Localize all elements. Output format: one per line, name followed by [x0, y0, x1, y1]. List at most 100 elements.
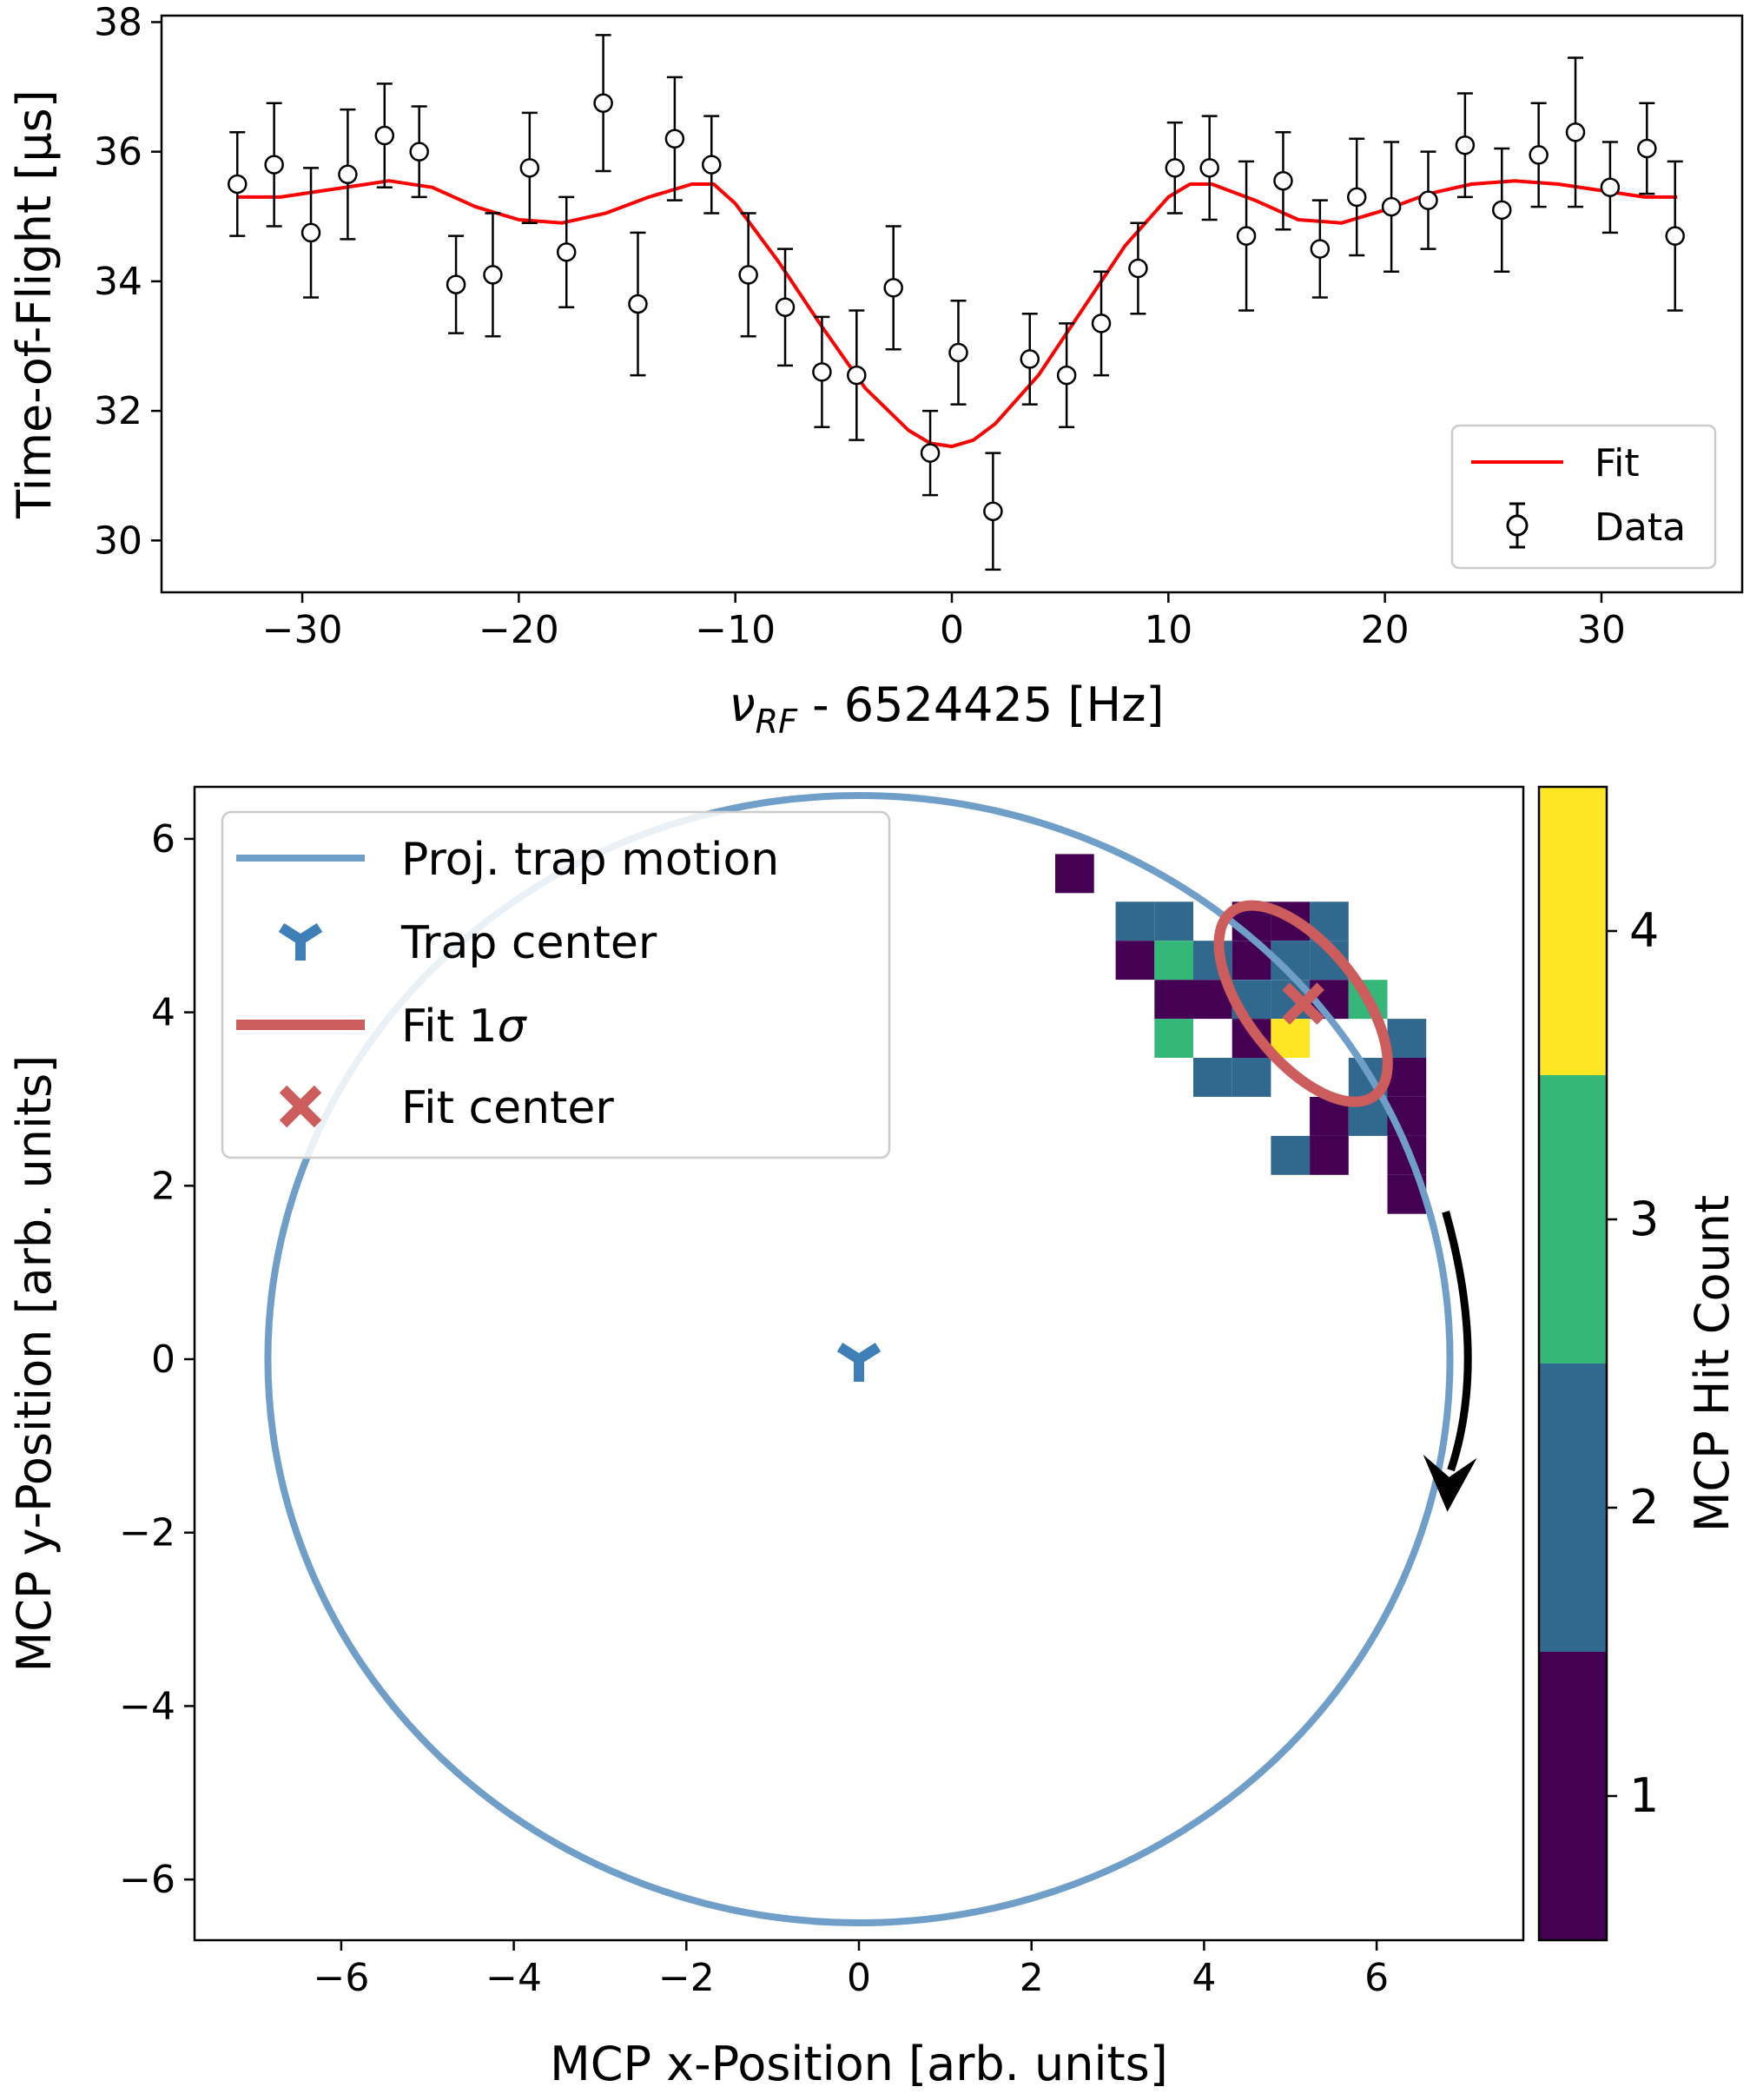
tof-legend: Fit Data — [1450, 424, 1717, 570]
mcp-trap-center-glyph — [836, 1342, 882, 1383]
tof-data-marker — [1020, 349, 1040, 369]
tof-data-marker — [338, 164, 358, 185]
mcp-y-axis-label: MCP y-Position [arb. units] — [7, 1055, 62, 1673]
tof-data-marker — [1273, 170, 1293, 191]
tof-x-tick-label: 0 — [940, 608, 964, 652]
mcp-x-tick-label: 4 — [1192, 1956, 1216, 2000]
tof-x-axis-label-subscript: RF — [756, 703, 798, 741]
mcp-heatmap-bin — [1232, 1058, 1271, 1097]
tof-data-marker — [374, 125, 395, 146]
tof-data-point — [1381, 141, 1402, 273]
mcp-fit-center-glyph — [1282, 982, 1324, 1025]
mcp-heatmap-bin — [1115, 901, 1155, 941]
tof-fit-line — [237, 179, 1678, 449]
tof-data-point — [593, 34, 613, 173]
tof-data-marker — [556, 242, 577, 262]
tof-resonance-chart: −30 −20 −10 0 10 20 30 30 32 34 36 38 Fit Data νRF … — [7, 0, 1744, 741]
colorbar-label: MCP Hit Count — [1685, 1195, 1740, 1532]
mcp-y-tick-label: 2 — [151, 1164, 175, 1208]
tof-data-point — [628, 231, 648, 377]
tof-data-marker — [228, 174, 248, 195]
mcp-rotation-arrow-head — [1423, 1454, 1477, 1512]
mcp-heatmap-bin — [1193, 1058, 1232, 1097]
mcp-fit-center-marker — [1282, 982, 1324, 1025]
mcp-y-tick-label: 6 — [151, 817, 175, 862]
tof-data-point — [983, 452, 1003, 571]
tof-data-marker — [948, 342, 968, 363]
tof-data-point — [1020, 312, 1040, 406]
tof-data-marker — [1381, 196, 1402, 217]
tof-data-point — [664, 76, 685, 201]
tof-data-marker — [519, 158, 540, 178]
tof-axes-frame — [160, 14, 1744, 594]
tof-data-marker — [1056, 365, 1077, 386]
tof-data-point — [812, 315, 832, 429]
mcp-legend-fit-center-swatch — [279, 1085, 322, 1128]
colorbar-segment — [1539, 1075, 1607, 1364]
mcp-heatmap-bin — [1154, 980, 1193, 1020]
tof-data-point — [228, 131, 248, 237]
tof-legend-fit-label: Fit — [1595, 441, 1640, 485]
tof-data-point — [1665, 160, 1685, 312]
tof-data-marker — [983, 501, 1003, 521]
mcp-heatmap-bin — [1154, 1019, 1193, 1058]
mcp-legend-trap-center-swatch — [278, 922, 323, 961]
tof-data-point — [409, 105, 429, 199]
tof-data-marker — [264, 155, 284, 175]
mcp-legend-fit-center-label: Fit center — [401, 1082, 614, 1134]
tof-data-point — [1236, 160, 1257, 312]
mcp-heatmap-bin — [1271, 1019, 1311, 1058]
colorbar-tick-label: 1 — [1629, 1768, 1659, 1823]
tof-x-axis-label-symbol: ν — [730, 677, 756, 732]
tof-y-tick-label: 32 — [94, 389, 142, 433]
mcp-legend: Proj. trap motion Trap center Fit 1σ Fit… — [221, 810, 891, 1159]
tof-data-marker — [1418, 190, 1438, 210]
tof-data-point — [264, 102, 284, 228]
mcp-overlays — [264, 791, 1477, 1927]
tof-data-point — [1346, 137, 1367, 257]
tof-data-point — [1492, 147, 1512, 273]
tof-data-point — [300, 167, 321, 299]
tof-data-point — [1529, 102, 1549, 208]
mcp-y-tick-label: 0 — [151, 1337, 175, 1382]
tof-data-marker — [409, 142, 429, 162]
tof-data-point — [519, 111, 540, 224]
tof-data-marker — [1665, 226, 1685, 246]
tof-data-marker — [1310, 239, 1331, 259]
tof-x-tick-label: 20 — [1361, 608, 1410, 652]
tof-data-marker — [775, 297, 796, 317]
tof-data-point — [920, 409, 941, 497]
tof-data-marker — [920, 443, 941, 463]
tof-data-marker — [1455, 135, 1476, 155]
tof-fit-layer — [237, 179, 1678, 449]
colorbar-segment — [1539, 1652, 1607, 1940]
tof-y-axis-label: Time-of-Flight [μs] — [7, 89, 62, 519]
tof-data-point — [1128, 221, 1148, 315]
tof-data-marker — [1346, 187, 1367, 208]
mcp-x-tick-label: 0 — [847, 1956, 871, 2000]
tof-data-point — [702, 115, 722, 215]
tof-y-tick-label: 36 — [94, 130, 142, 175]
tof-data-point — [1091, 270, 1112, 377]
tof-data-point — [1600, 141, 1621, 234]
tof-data-point — [338, 108, 358, 241]
tof-data-marker — [812, 362, 832, 382]
tof-x-tick-label: 30 — [1577, 608, 1626, 652]
tof-x-tick-label: 10 — [1144, 608, 1192, 652]
tof-data-marker — [1199, 158, 1219, 178]
mcp-y-tick-label: −6 — [119, 1858, 175, 1902]
mcp-legend-sigma: σ — [498, 1000, 528, 1053]
tof-x-tick-label: −30 — [262, 608, 343, 652]
mcp-legend-trap-center-label: Trap center — [400, 917, 657, 969]
mcp-fit-ellipse — [1213, 900, 1393, 1107]
colorbar: 1 2 3 4 — [1537, 785, 1659, 1942]
tof-x-tick-label: −10 — [695, 608, 776, 652]
tof-data-point — [374, 83, 395, 188]
tof-data-point — [738, 212, 758, 338]
mcp-heatmap-bin — [1387, 1058, 1427, 1097]
tof-data-marker — [883, 278, 903, 298]
tof-data-point — [1418, 150, 1438, 250]
colorbar-tick-label: 3 — [1629, 1192, 1659, 1246]
tof-data-marker — [446, 274, 466, 294]
